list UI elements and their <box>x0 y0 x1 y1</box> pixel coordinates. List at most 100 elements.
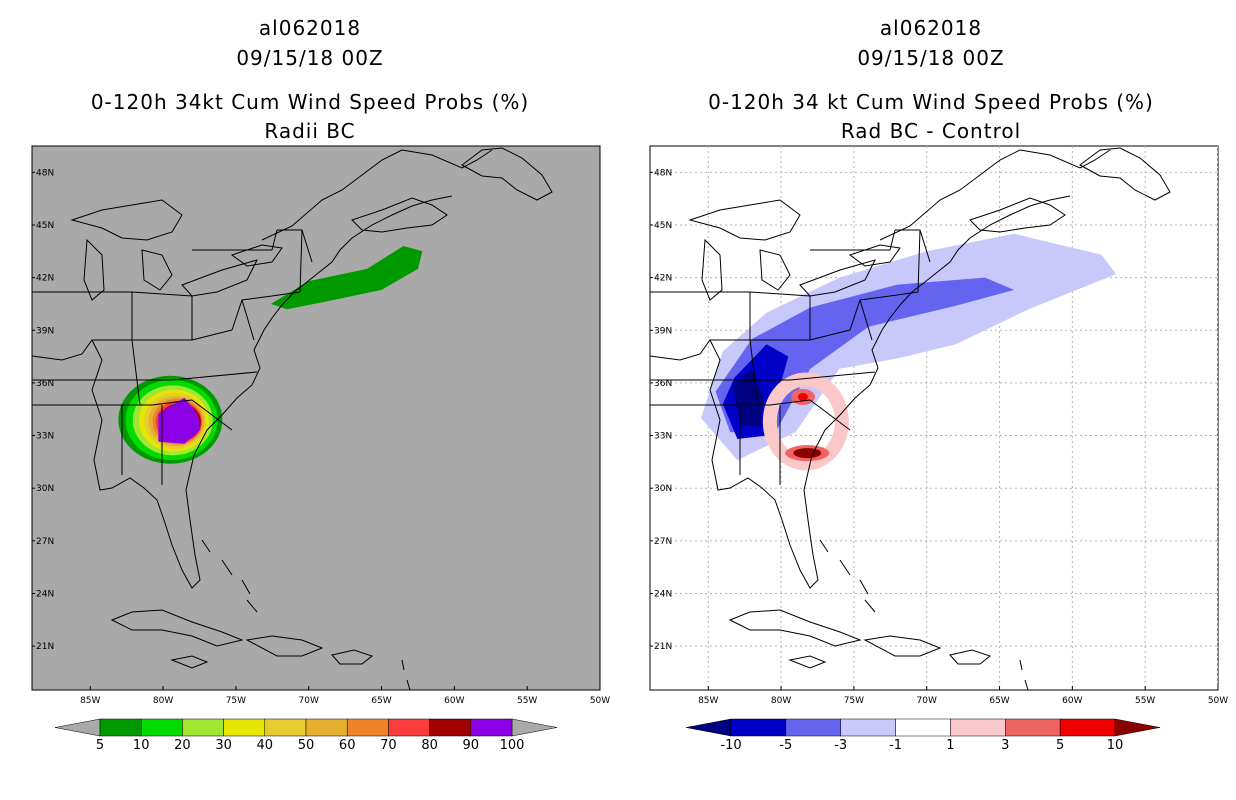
lat-label: 48N <box>36 168 54 178</box>
colorbar-swatch <box>1059 718 1116 737</box>
lat-label: 45N <box>36 221 54 231</box>
colorbar-label: 3 <box>1001 738 1009 753</box>
colorbar-label: 50 <box>298 738 315 753</box>
left-title-storm-id: al062018 <box>258 16 362 40</box>
colorbar-swatch <box>470 718 513 737</box>
colorbar-swatch <box>730 718 787 737</box>
colorbar-swatch <box>182 718 224 737</box>
colorbar-label: 30 <box>215 738 232 753</box>
right-map <box>649 145 1219 691</box>
left-title-main: 0-120h 34kt Cum Wind Speed Probs (%) <box>90 90 530 114</box>
colorbar-swatch <box>99 718 142 737</box>
colorbar-label: 20 <box>174 738 191 753</box>
left-probability-field <box>118 246 423 464</box>
difference-level-plus-10-north <box>797 392 808 401</box>
colorbar-label: -3 <box>834 738 847 753</box>
lat-label: 27N <box>654 537 672 547</box>
lat-label: 39N <box>36 326 54 336</box>
colorbar-label: -10 <box>720 738 741 753</box>
left-title-sub: Radii BC <box>264 119 356 143</box>
axis-labels: 48N 45N 42N 39N 36N 33N 30N 27N 24N 21N 85W 80W 75W 7… <box>32 168 1228 706</box>
colorbar-swatch <box>264 718 307 737</box>
lon-label: 60W <box>444 696 464 706</box>
colorbar-label: 5 <box>1056 738 1064 753</box>
lat-label: 21N <box>36 642 54 652</box>
colorbar-label: 10 <box>1107 738 1124 753</box>
right-title-main: 0-120h 34 kt Cum Wind Speed Probs (%) <box>708 90 1154 114</box>
colorbar-swatch <box>785 718 841 737</box>
colorbar-label: 1 <box>946 738 954 753</box>
right-difference-field <box>700 233 1117 471</box>
lat-label: 24N <box>654 589 672 599</box>
colorbar-label: 70 <box>380 738 397 753</box>
colorbar-swatch <box>429 718 472 737</box>
colorbar-swatch <box>223 718 266 737</box>
right-title-sub: Rad BC - Control <box>840 119 1022 143</box>
lat-label: 39N <box>654 326 672 336</box>
lat-label: 27N <box>36 537 54 547</box>
colorbar-swatch <box>895 718 951 737</box>
colorbar-swatch <box>950 718 1006 737</box>
colorbar-label: 5 <box>96 738 104 753</box>
colorbar-label: -5 <box>779 738 792 753</box>
difference-level-plus-3-ring <box>762 372 849 471</box>
colorbar-swatch <box>346 718 389 737</box>
left-colorbar: 5 10 20 30 40 50 60 70 80 90 100 <box>54 718 558 753</box>
lon-label: 70W <box>917 696 937 706</box>
colorbar-swatch <box>840 718 896 737</box>
colorbar-swatch <box>1005 718 1061 737</box>
colorbar-high-end <box>511 718 558 737</box>
lat-label: 30N <box>36 484 54 494</box>
colorbar-low-end <box>685 718 732 737</box>
right-title-storm-id: al062018 <box>879 16 983 40</box>
difference-core-above-10-south <box>793 448 822 459</box>
lon-label: 75W <box>844 696 864 706</box>
lat-label: 42N <box>654 274 672 284</box>
difference-level-minus-5 <box>715 277 1015 436</box>
probability-core-100 <box>158 397 201 444</box>
lon-label: 75W <box>226 696 246 706</box>
lat-label: 33N <box>654 432 672 442</box>
lat-label: 42N <box>36 274 54 284</box>
lat-label: 36N <box>36 379 54 389</box>
left-map-frame <box>31 145 601 691</box>
colorbar-swatch <box>388 718 430 737</box>
lat-label: 30N <box>654 484 672 494</box>
colorbar-high-end <box>1114 718 1161 737</box>
right-title-date: 09/15/18 00Z <box>857 46 1005 70</box>
colorbar-label: 80 <box>421 738 438 753</box>
lon-label: 65W <box>371 696 391 706</box>
lon-label: 55W <box>1135 696 1155 706</box>
colorbar-label: -1 <box>889 738 902 753</box>
lon-label: 50W <box>1208 696 1228 706</box>
colorbar-label: 60 <box>339 738 356 753</box>
left-map <box>31 145 601 691</box>
lon-label: 65W <box>989 696 1009 706</box>
lon-label: 85W <box>80 696 100 706</box>
lon-label: 55W <box>517 696 537 706</box>
northeast-probability-band <box>270 246 423 310</box>
left-title-date: 09/15/18 00Z <box>236 46 384 70</box>
difference-core-below-minus-10 <box>733 368 764 427</box>
colorbar-label: 100 <box>500 738 525 753</box>
colorbar-label: 10 <box>133 738 150 753</box>
lat-label: 33N <box>36 432 54 442</box>
lat-label: 48N <box>654 168 672 178</box>
lon-label: 80W <box>771 696 791 706</box>
colorbar-label: 40 <box>257 738 274 753</box>
lon-label: 80W <box>153 696 173 706</box>
lon-label: 85W <box>698 696 718 706</box>
lat-label: 21N <box>654 642 672 652</box>
lat-label: 36N <box>654 379 672 389</box>
lon-label: 50W <box>590 696 610 706</box>
lon-label: 70W <box>299 696 319 706</box>
colorbar-low-end <box>54 718 101 737</box>
lat-label: 45N <box>654 221 672 231</box>
lat-label: 24N <box>36 589 54 599</box>
colorbar-swatch <box>305 718 348 737</box>
colorbar-swatch <box>140 718 183 737</box>
lon-label: 60W <box>1062 696 1082 706</box>
colorbar-label: 90 <box>463 738 480 753</box>
right-colorbar: -10 -5 -3 -1 1 3 5 10 <box>685 718 1161 753</box>
